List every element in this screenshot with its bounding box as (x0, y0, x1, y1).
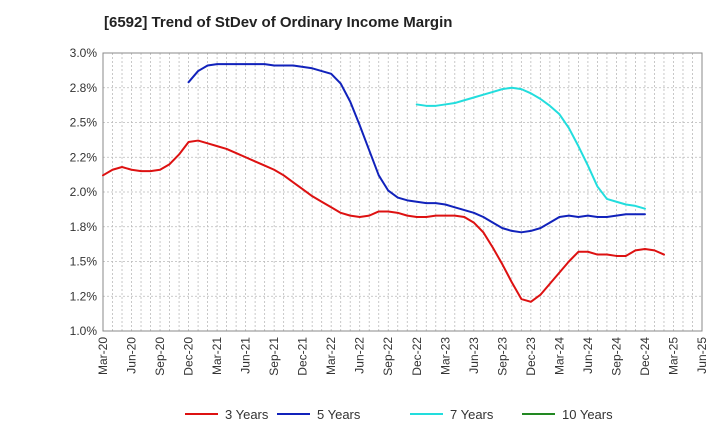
x-tick-label: Mar-23 (438, 337, 452, 375)
y-tick-label: 1.5% (70, 255, 98, 269)
grid-layer (102, 52, 703, 332)
x-tick-label: Sep-22 (381, 337, 395, 376)
x-tick-label: Sep-23 (495, 337, 509, 376)
y-tick-label: 2.5% (70, 116, 98, 130)
x-tick-label: Jun-24 (581, 337, 595, 374)
x-tick-label: Mar-20 (96, 337, 110, 375)
series-line-5-years (187, 63, 646, 234)
x-tick-label: Dec-20 (182, 337, 196, 376)
x-tick-label: Jun-23 (467, 337, 481, 374)
x-tick-label: Jun-22 (353, 337, 367, 374)
x-tick-label: Jun-25 (695, 337, 709, 374)
y-tick-label: 1.2% (70, 289, 98, 303)
legend-label: 5 Years (317, 407, 361, 422)
x-tick-label: Dec-21 (296, 337, 310, 376)
legend-label: 3 Years (225, 407, 269, 422)
plot-area-border (102, 52, 703, 332)
x-tick-label: Jun-20 (125, 337, 139, 374)
x-tick-label: Sep-24 (609, 337, 623, 376)
x-tick-label: Dec-23 (524, 337, 538, 376)
axis-layer: 1.0% 1.2% 1.5% 1.8% 2.0% 2.2% 2.5% 2.8% 3.0% Mar-… (70, 46, 709, 376)
x-tick-label: Dec-24 (638, 337, 652, 376)
x-tick-label: Mar-22 (324, 337, 338, 375)
series-line-7-years (415, 86, 646, 210)
series-line-3-years (102, 139, 665, 303)
x-tick-label: Jun-21 (239, 337, 253, 374)
chart-title: [6592] Trend of StDev of Ordinary Income… (104, 14, 453, 31)
y-tick-label: 1.8% (70, 220, 98, 234)
x-tick-label: Mar-24 (552, 337, 566, 375)
x-tick-label: Dec-22 (410, 337, 424, 376)
legend-label: 10 Years (562, 407, 613, 422)
legend: 3 Years 5 Years 7 Years 10 Years (185, 407, 613, 422)
x-tick-label: Sep-21 (267, 337, 281, 376)
x-tick-label: Mar-21 (210, 337, 224, 375)
x-tick-label: Mar-25 (666, 337, 680, 375)
legend-label: 7 Years (450, 407, 494, 422)
x-tick-label: Sep-20 (153, 337, 167, 376)
y-tick-label: 1.0% (70, 324, 98, 338)
y-tick-label: 2.8% (70, 81, 98, 95)
series-layer (102, 63, 665, 303)
y-tick-label: 3.0% (70, 46, 98, 60)
y-tick-label: 2.0% (70, 185, 98, 199)
y-tick-label: 2.2% (70, 150, 98, 164)
